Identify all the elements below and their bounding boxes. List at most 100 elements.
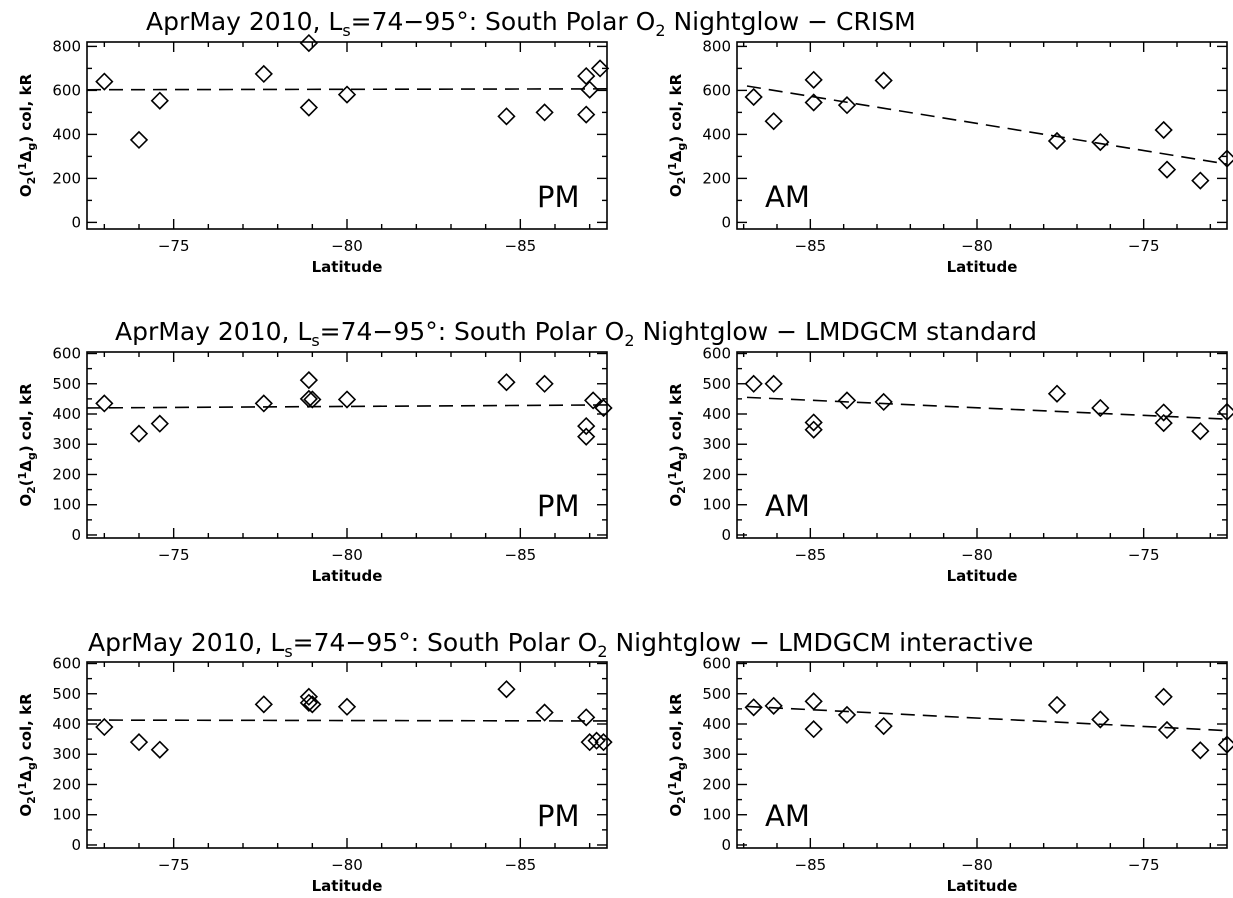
data-point [303,695,322,714]
data-point [129,130,149,150]
data-point [587,731,606,750]
x-tick-label: −85 [505,856,537,874]
data-point [577,427,596,446]
data-point [744,374,763,393]
y-tick-label: 100 [52,806,81,824]
x-tick-label: −80 [961,856,993,874]
data-point [299,370,318,390]
y-tick-label: 300 [702,435,731,453]
fit-line [86,719,608,722]
panel-am-3: −85 −80 −75 0 100 200 300 400 500 600 Latitude O2(1… [666,345,1233,585]
panel-am-5: −85 −80 −75 0 100 200 300 400 500 600 Latitude O2(1… [666,655,1233,895]
data-point [1157,720,1177,740]
data-point [299,98,318,117]
y-tick-label: 600 [702,81,731,99]
data-point [299,389,318,409]
data-point [744,87,763,107]
x-tick-label: −85 [505,546,537,564]
data-point [1191,422,1210,441]
data-point [874,716,893,736]
x-tick-label: −80 [331,546,363,564]
x-tick-label: −80 [961,546,993,564]
fit-line [746,396,1228,420]
data-point [1047,131,1067,151]
data-point [580,80,599,99]
data-point [535,703,554,722]
y-tick-label: 500 [52,375,81,393]
y-tick-label: 800 [702,37,731,55]
data-point [337,85,357,104]
data-point [804,720,823,739]
data-point [497,373,516,392]
data-point [299,693,318,712]
data-point [764,112,783,131]
data-point [95,394,114,413]
panel-pm-2: −75 −80 −85 0 100 200 300 400 500 600 Latitude O2(1… [16,345,613,585]
data-point [804,93,823,112]
y-axis-label: O2(1Δg) col, kR [16,73,38,197]
y-tick-label: 200 [702,775,731,793]
data-point [254,394,273,413]
data-point [337,390,357,409]
y-tick-label: 100 [702,496,731,514]
data-point [1154,403,1173,422]
y-tick-label: 600 [52,655,81,673]
row-title-lmdgcm-interactive: AprMay 2010, Ls=74−95°: South Polar O2 N… [88,628,1033,661]
data-point [1047,695,1067,715]
y-tick-label: 200 [52,169,81,187]
y-tick-label: 0 [721,526,731,544]
data-point [1154,120,1173,140]
data-point [1091,710,1110,729]
data-point [1191,741,1210,760]
y-tick-label: 200 [702,465,731,483]
data-point [874,71,893,90]
y-tick-label: 0 [71,836,81,854]
panel-pm-0: −75 −80 −85 0 200 400 600 800 Latitude O2(1Δg) co… [16,33,610,276]
data-point [580,733,599,752]
y-tick-label: 0 [71,526,81,544]
y-axis-label: O2(1Δg) col, kR [16,693,38,817]
y-axis-label: O2(1Δg) col, kR [666,383,688,507]
y-tick-label: 500 [52,685,81,703]
x-tick-label: −85 [795,856,827,874]
x-tick-label: −80 [331,856,363,874]
y-axis-label: O2(1Δg) col, kR [666,693,688,817]
y-axis-label: O2(1Δg) col, kR [666,73,688,197]
x-tick-label: −85 [795,546,827,564]
data-point [1154,687,1173,706]
data-point [584,391,603,410]
x-tick-label: −80 [961,237,993,255]
period-label: PM [537,489,580,523]
y-tick-label: 100 [52,496,81,514]
data-point [1154,413,1173,433]
fit-line [86,88,608,91]
x-tick-label: −80 [331,237,363,255]
x-tick-label: −75 [1128,546,1160,564]
period-label: PM [537,799,580,833]
axes-frame [736,351,1228,539]
y-tick-label: 600 [52,345,81,363]
data-point [535,103,554,122]
data-point [764,696,783,715]
y-tick-label: 200 [702,169,731,187]
data-point [254,695,273,714]
data-point [129,424,149,443]
data-point [1217,402,1233,422]
y-tick-label: 500 [702,685,731,703]
data-point [95,72,114,91]
data-point [150,414,169,433]
y-tick-label: 600 [52,81,81,99]
x-tick-label: −75 [158,237,190,255]
x-axis-label: Latitude [312,877,383,895]
y-tick-label: 0 [721,213,731,231]
x-tick-label: −75 [1128,237,1160,255]
y-tick-label: 300 [52,435,81,453]
data-point [254,64,273,84]
data-point [337,697,357,716]
data-point [497,680,516,699]
x-tick-label: −85 [505,237,537,255]
y-tick-label: 300 [52,745,81,763]
axes-frame [86,41,608,230]
data-point [577,66,596,86]
y-axis-label: O2(1Δg) col, kR [16,383,38,507]
